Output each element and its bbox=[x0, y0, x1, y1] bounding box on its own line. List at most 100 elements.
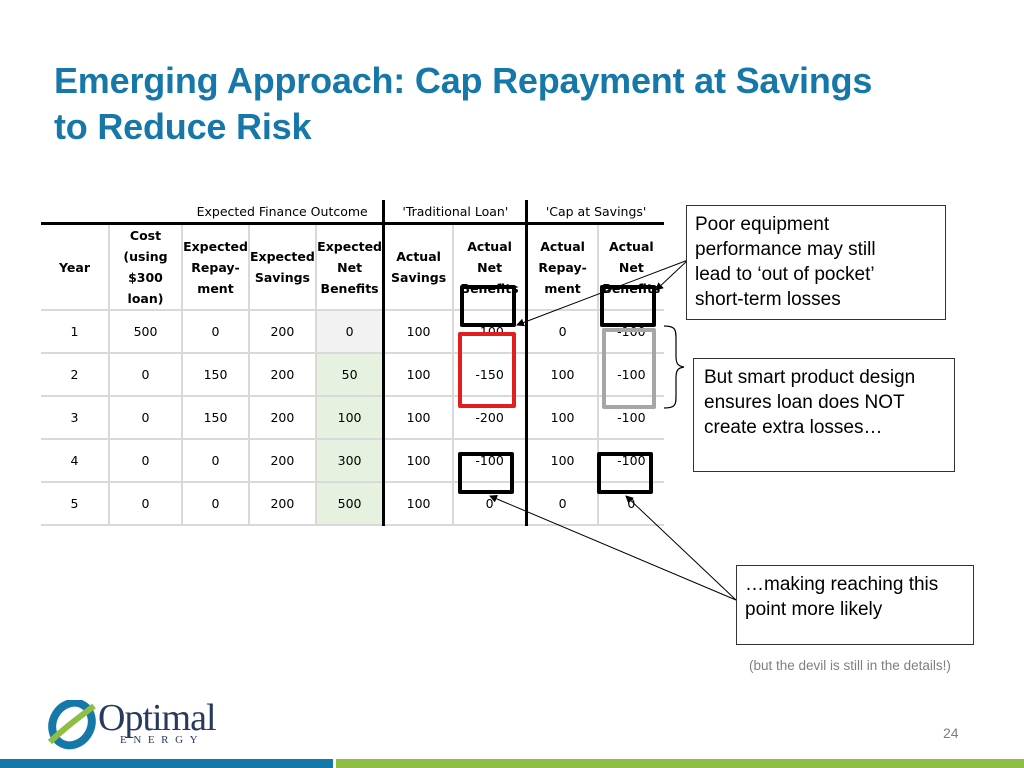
table-row: 1 500 0 200 0 100 -100 0 -100 bbox=[41, 310, 664, 354]
cell-expected-savings: 200 bbox=[249, 396, 317, 440]
callout-line: ensures loan does NOT bbox=[704, 392, 905, 413]
col-header-actual-savings: Actual Savings bbox=[383, 223, 454, 311]
cell-actual-repayment: 100 bbox=[526, 396, 599, 440]
highlight-box-trad-year5 bbox=[458, 452, 514, 494]
logo-wordmark: Optimal bbox=[98, 697, 217, 739]
table-row: 5 0 0 200 500 100 0 0 0 bbox=[41, 482, 664, 526]
cell-cost: 0 bbox=[109, 396, 183, 440]
cell-expected-savings: 200 bbox=[249, 482, 317, 526]
cell-actual-repayment: 0 bbox=[526, 310, 599, 354]
col-header-line: Expected bbox=[317, 238, 383, 254]
col-header-cost: Cost (using $300 loan) bbox=[109, 223, 183, 311]
cell-actual-net-benefits: -200 bbox=[452, 396, 529, 440]
cell-cost: 0 bbox=[109, 353, 183, 397]
slide-title: Emerging Approach: Cap Repayment at Savi… bbox=[54, 58, 994, 150]
column-header-row: Year Cost (using $300 loan) Expected Repay-… bbox=[41, 223, 664, 311]
col-header-line: Actual bbox=[609, 238, 654, 254]
cell-expected-net-benefits: 100 bbox=[315, 396, 386, 440]
col-header-line: Net bbox=[337, 259, 363, 275]
optimal-energy-logo: Optimal ENERGY bbox=[48, 697, 217, 750]
highlight-box-trad-years2-3 bbox=[458, 332, 516, 408]
cell-actual-savings: 100 bbox=[383, 310, 454, 354]
col-header-expected-savings: Expected Savings bbox=[249, 223, 317, 311]
footer-bar-green bbox=[336, 759, 1024, 768]
callout-line: point more likely bbox=[745, 599, 883, 620]
cell-expected-repayment: 150 bbox=[182, 353, 250, 397]
callout-line: …making reaching this bbox=[745, 574, 939, 595]
cell-expected-net-benefits: 0 bbox=[315, 310, 386, 354]
callout-making-reaching: …making reaching this point more likely bbox=[736, 565, 974, 645]
col-header-line: ment bbox=[197, 280, 234, 296]
cell-actual-repayment: 100 bbox=[526, 353, 599, 397]
callout-line: performance may still bbox=[695, 239, 876, 260]
cell-cost: 500 bbox=[109, 310, 183, 354]
cell-cost: 0 bbox=[109, 439, 183, 483]
callout-line: But smart product design bbox=[704, 367, 916, 388]
slide-title-line-1: Emerging Approach: Cap Repayment at Savi… bbox=[54, 60, 873, 101]
group-header-row: Expected Finance Outcome 'Traditional Lo… bbox=[41, 200, 664, 224]
col-header-line: Cost bbox=[129, 228, 162, 243]
cell-expected-repayment: 0 bbox=[182, 310, 250, 354]
col-header-line: Actual bbox=[396, 249, 441, 264]
cell-expected-repayment: 0 bbox=[182, 482, 250, 526]
col-header-line: $300 loan) bbox=[127, 270, 164, 306]
col-header-line: (using bbox=[123, 249, 168, 264]
slide-title-line-2: to Reduce Risk bbox=[54, 106, 312, 147]
finance-table-wrapper: Expected Finance Outcome 'Traditional Lo… bbox=[41, 200, 664, 526]
cell-year: 1 bbox=[41, 310, 110, 354]
group-header-traditional: 'Traditional Loan' bbox=[383, 200, 529, 224]
col-header-line: Savings bbox=[254, 270, 310, 285]
cell-actual-savings: 100 bbox=[383, 439, 454, 483]
col-header-actual-repayment: Actual Repay-ment bbox=[526, 223, 599, 311]
finance-outcome-table: Expected Finance Outcome 'Traditional Lo… bbox=[41, 200, 664, 526]
curly-brace bbox=[663, 325, 685, 409]
cell-actual-repayment: 100 bbox=[526, 439, 599, 483]
col-header-line: Actual Net bbox=[467, 238, 512, 275]
col-header-line: Expected bbox=[250, 249, 315, 264]
group-header-blank bbox=[109, 200, 182, 224]
cell-year: 2 bbox=[41, 353, 110, 397]
col-header-line: Actual bbox=[540, 238, 585, 254]
group-header-blank bbox=[41, 200, 109, 224]
cell-actual-net-benefits: -100 bbox=[452, 439, 529, 483]
logo-subtitle: ENERGY bbox=[120, 734, 205, 746]
table-row: 4 0 0 200 300 100 -100 100 -100 bbox=[41, 439, 664, 483]
cell-expected-savings: 200 bbox=[249, 310, 317, 354]
cell-year: 4 bbox=[41, 439, 110, 483]
logo-swoosh-icon bbox=[48, 700, 96, 750]
cell-expected-savings: 200 bbox=[249, 439, 317, 483]
highlight-box-cap-year5 bbox=[597, 452, 653, 494]
highlight-box-cap-year1 bbox=[600, 285, 656, 327]
group-header-expected: Expected Finance Outcome bbox=[182, 200, 386, 224]
cell-year: 3 bbox=[41, 396, 110, 440]
cell-cost: 0 bbox=[109, 482, 183, 526]
cell-expected-repayment: 150 bbox=[182, 396, 250, 440]
table-row: 3 0 150 200 100 100 -200 100 -100 bbox=[41, 396, 664, 440]
cell-actual-repayment: 0 bbox=[526, 482, 599, 526]
col-header-line: Expected bbox=[183, 238, 248, 254]
cell-expected-net-benefits: 300 bbox=[315, 439, 386, 483]
col-header-line: Repay- bbox=[191, 259, 240, 275]
col-header-expected-net-benefits: Expected Net Benefits bbox=[315, 223, 386, 311]
callout-line: lead to ‘out of pocket’ bbox=[695, 264, 875, 285]
col-header-year: Year bbox=[41, 223, 110, 311]
col-header-line: Repay- bbox=[538, 259, 587, 275]
col-header-line: Benefits bbox=[320, 280, 379, 296]
table-row: 2 0 150 200 50 100 -150 100 -100 bbox=[41, 353, 664, 397]
table-body: 1 500 0 200 0 100 -100 0 -100 2 0 150 200 50 100 -150 10… bbox=[41, 310, 664, 526]
col-header-line: Net bbox=[618, 259, 644, 275]
cell-actual-savings: 100 bbox=[383, 396, 454, 440]
col-header-line: ment bbox=[544, 280, 581, 296]
footnote: (but the devil is still in the details!) bbox=[749, 658, 951, 673]
highlight-box-trad-year1 bbox=[460, 285, 516, 327]
footer-bar-blue bbox=[0, 759, 333, 768]
highlight-box-cap-years2-3 bbox=[602, 328, 656, 409]
cell-expected-net-benefits: 50 bbox=[315, 353, 386, 397]
cell-year: 5 bbox=[41, 482, 110, 526]
col-header-line: Savings bbox=[391, 270, 447, 285]
cell-actual-savings: 100 bbox=[383, 353, 454, 397]
cell-actual-savings: 100 bbox=[383, 482, 454, 526]
col-header-expected-repayment: Expected Repay-ment bbox=[182, 223, 250, 311]
callout-smart-design: But smart product design ensures loan do… bbox=[693, 358, 955, 472]
cell-expected-repayment: 0 bbox=[182, 439, 250, 483]
